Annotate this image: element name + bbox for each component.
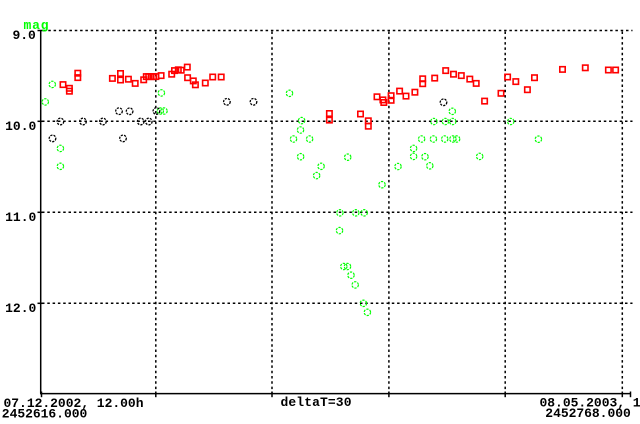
svg-text:08.05.2003, 12.00h: 08.05.2003, 12.00h: [540, 395, 640, 410]
svg-text:2452768.000: 2452768.000: [545, 406, 631, 421]
svg-text:11.0: 11.0: [5, 210, 36, 225]
svg-text:9.0: 9.0: [13, 28, 36, 43]
svg-text:2452616.000: 2452616.000: [2, 407, 88, 422]
svg-text:deltaT=30: deltaT=30: [281, 395, 352, 410]
svg-text:12.0: 12.0: [5, 301, 36, 316]
svg-text:mag: mag: [24, 18, 49, 33]
svg-text:07.12.2002, 12.00h: 07.12.2002, 12.00h: [4, 396, 144, 411]
svg-text:10.0: 10.0: [5, 119, 36, 134]
